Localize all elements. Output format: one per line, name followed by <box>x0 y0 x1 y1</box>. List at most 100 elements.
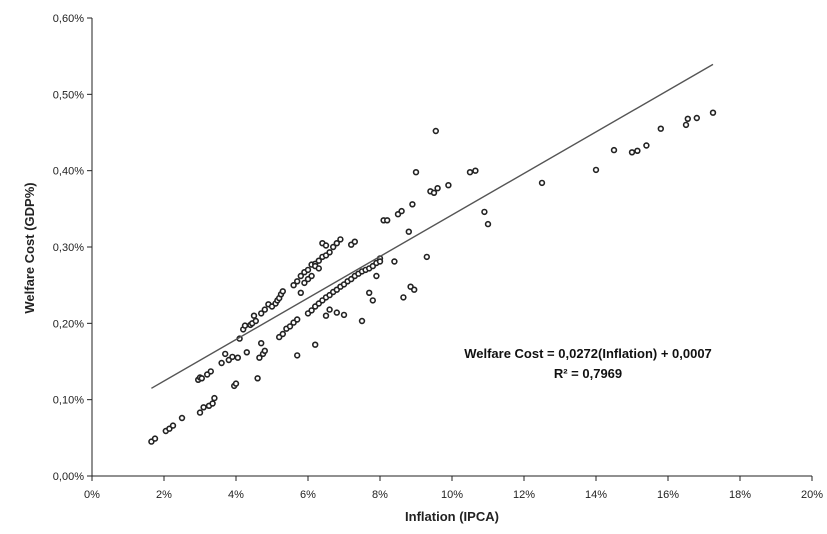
data-point <box>241 322 249 329</box>
data-point <box>610 146 618 154</box>
data-point <box>538 179 546 187</box>
data-point <box>391 258 398 265</box>
data-points <box>148 109 717 445</box>
data-point <box>592 166 600 174</box>
data-point <box>481 208 488 216</box>
trendline <box>151 63 714 389</box>
data-point <box>682 121 690 129</box>
data-point <box>234 354 242 361</box>
data-point <box>315 265 322 272</box>
data-point <box>218 359 225 367</box>
data-point <box>340 311 348 319</box>
y-axis-title: Welfare Cost (GDP%) <box>22 182 37 313</box>
data-point <box>466 169 474 176</box>
data-point <box>315 257 322 264</box>
y-tick-label: 0,30% <box>53 242 84 254</box>
data-point <box>628 149 636 156</box>
y-tick-label: 0,10% <box>53 395 84 407</box>
y-tick-label: 0,50% <box>53 89 84 101</box>
data-point <box>290 282 297 289</box>
data-point <box>322 242 330 249</box>
data-point <box>294 316 301 323</box>
data-point <box>279 288 286 295</box>
data-point <box>405 228 412 235</box>
data-point <box>308 272 315 280</box>
regression-equation: Welfare Cost = 0,0272(Inflation) + 0,000… <box>464 346 712 361</box>
data-point <box>373 272 380 280</box>
data-point <box>198 375 206 382</box>
data-point <box>412 169 420 176</box>
data-point <box>232 380 240 387</box>
x-tick-label: 2% <box>156 489 172 501</box>
data-point <box>151 435 159 442</box>
data-point <box>209 400 216 407</box>
y-tick-label: 0,00% <box>53 471 84 483</box>
data-point <box>369 297 376 304</box>
data-point <box>207 368 215 375</box>
data-point <box>258 310 265 317</box>
data-point <box>693 114 700 122</box>
data-point <box>229 353 236 361</box>
data-point <box>400 294 407 301</box>
data-point <box>169 422 177 429</box>
data-point <box>366 289 373 296</box>
x-tick-label: 10% <box>441 489 463 501</box>
x-tick-label: 8% <box>372 489 388 501</box>
data-point <box>250 312 258 319</box>
x-tick-label: 6% <box>300 489 316 501</box>
data-point <box>254 375 261 382</box>
data-point <box>258 340 265 347</box>
data-point <box>384 217 391 224</box>
x-axis-title: Inflation (IPCA) <box>405 509 499 524</box>
data-point <box>297 272 304 280</box>
data-point <box>252 317 260 325</box>
data-point <box>409 201 416 208</box>
data-point <box>297 289 304 296</box>
r-squared-label: R² = 0,7969 <box>554 366 622 381</box>
x-axis-ticks: 0% 2% 4% 6% 8% 10% 12% 14% 16% 18% 20% <box>84 476 823 501</box>
data-point <box>634 147 641 155</box>
data-point <box>398 207 405 215</box>
data-point <box>330 243 337 251</box>
data-point <box>709 109 717 116</box>
data-point <box>286 323 294 330</box>
data-point <box>484 220 492 228</box>
data-point <box>200 404 207 411</box>
data-point <box>308 307 315 314</box>
data-point <box>333 309 340 316</box>
data-point <box>434 185 441 192</box>
x-tick-label: 18% <box>729 489 751 501</box>
data-point <box>432 127 439 135</box>
data-point <box>304 266 312 274</box>
data-point <box>279 330 286 338</box>
data-point <box>358 317 366 325</box>
data-point <box>294 352 301 359</box>
data-point <box>178 414 186 422</box>
x-tick-label: 14% <box>585 489 607 501</box>
x-tick-label: 20% <box>801 489 823 501</box>
data-point <box>312 341 319 348</box>
data-point <box>337 236 344 243</box>
data-point <box>322 312 330 319</box>
x-tick-label: 16% <box>657 489 679 501</box>
y-axis-ticks: 0,00% 0,10% 0,20% 0,30% 0,40% 0,50% 0,60% <box>53 13 92 483</box>
y-tick-label: 0,60% <box>53 13 84 25</box>
y-tick-label: 0,20% <box>53 318 84 330</box>
data-point <box>472 167 479 174</box>
x-tick-label: 0% <box>84 489 100 501</box>
data-point <box>222 350 229 358</box>
data-point <box>256 354 263 361</box>
data-point <box>430 189 438 197</box>
data-point <box>211 394 218 402</box>
data-point <box>423 253 430 261</box>
data-point <box>411 286 418 293</box>
data-point <box>333 240 340 247</box>
data-point <box>301 279 308 287</box>
x-tick-label: 12% <box>513 489 535 501</box>
x-tick-label: 4% <box>228 489 244 501</box>
y-tick-label: 0,40% <box>53 166 84 178</box>
data-point <box>445 182 452 189</box>
data-point <box>261 306 268 313</box>
data-point <box>243 349 251 356</box>
